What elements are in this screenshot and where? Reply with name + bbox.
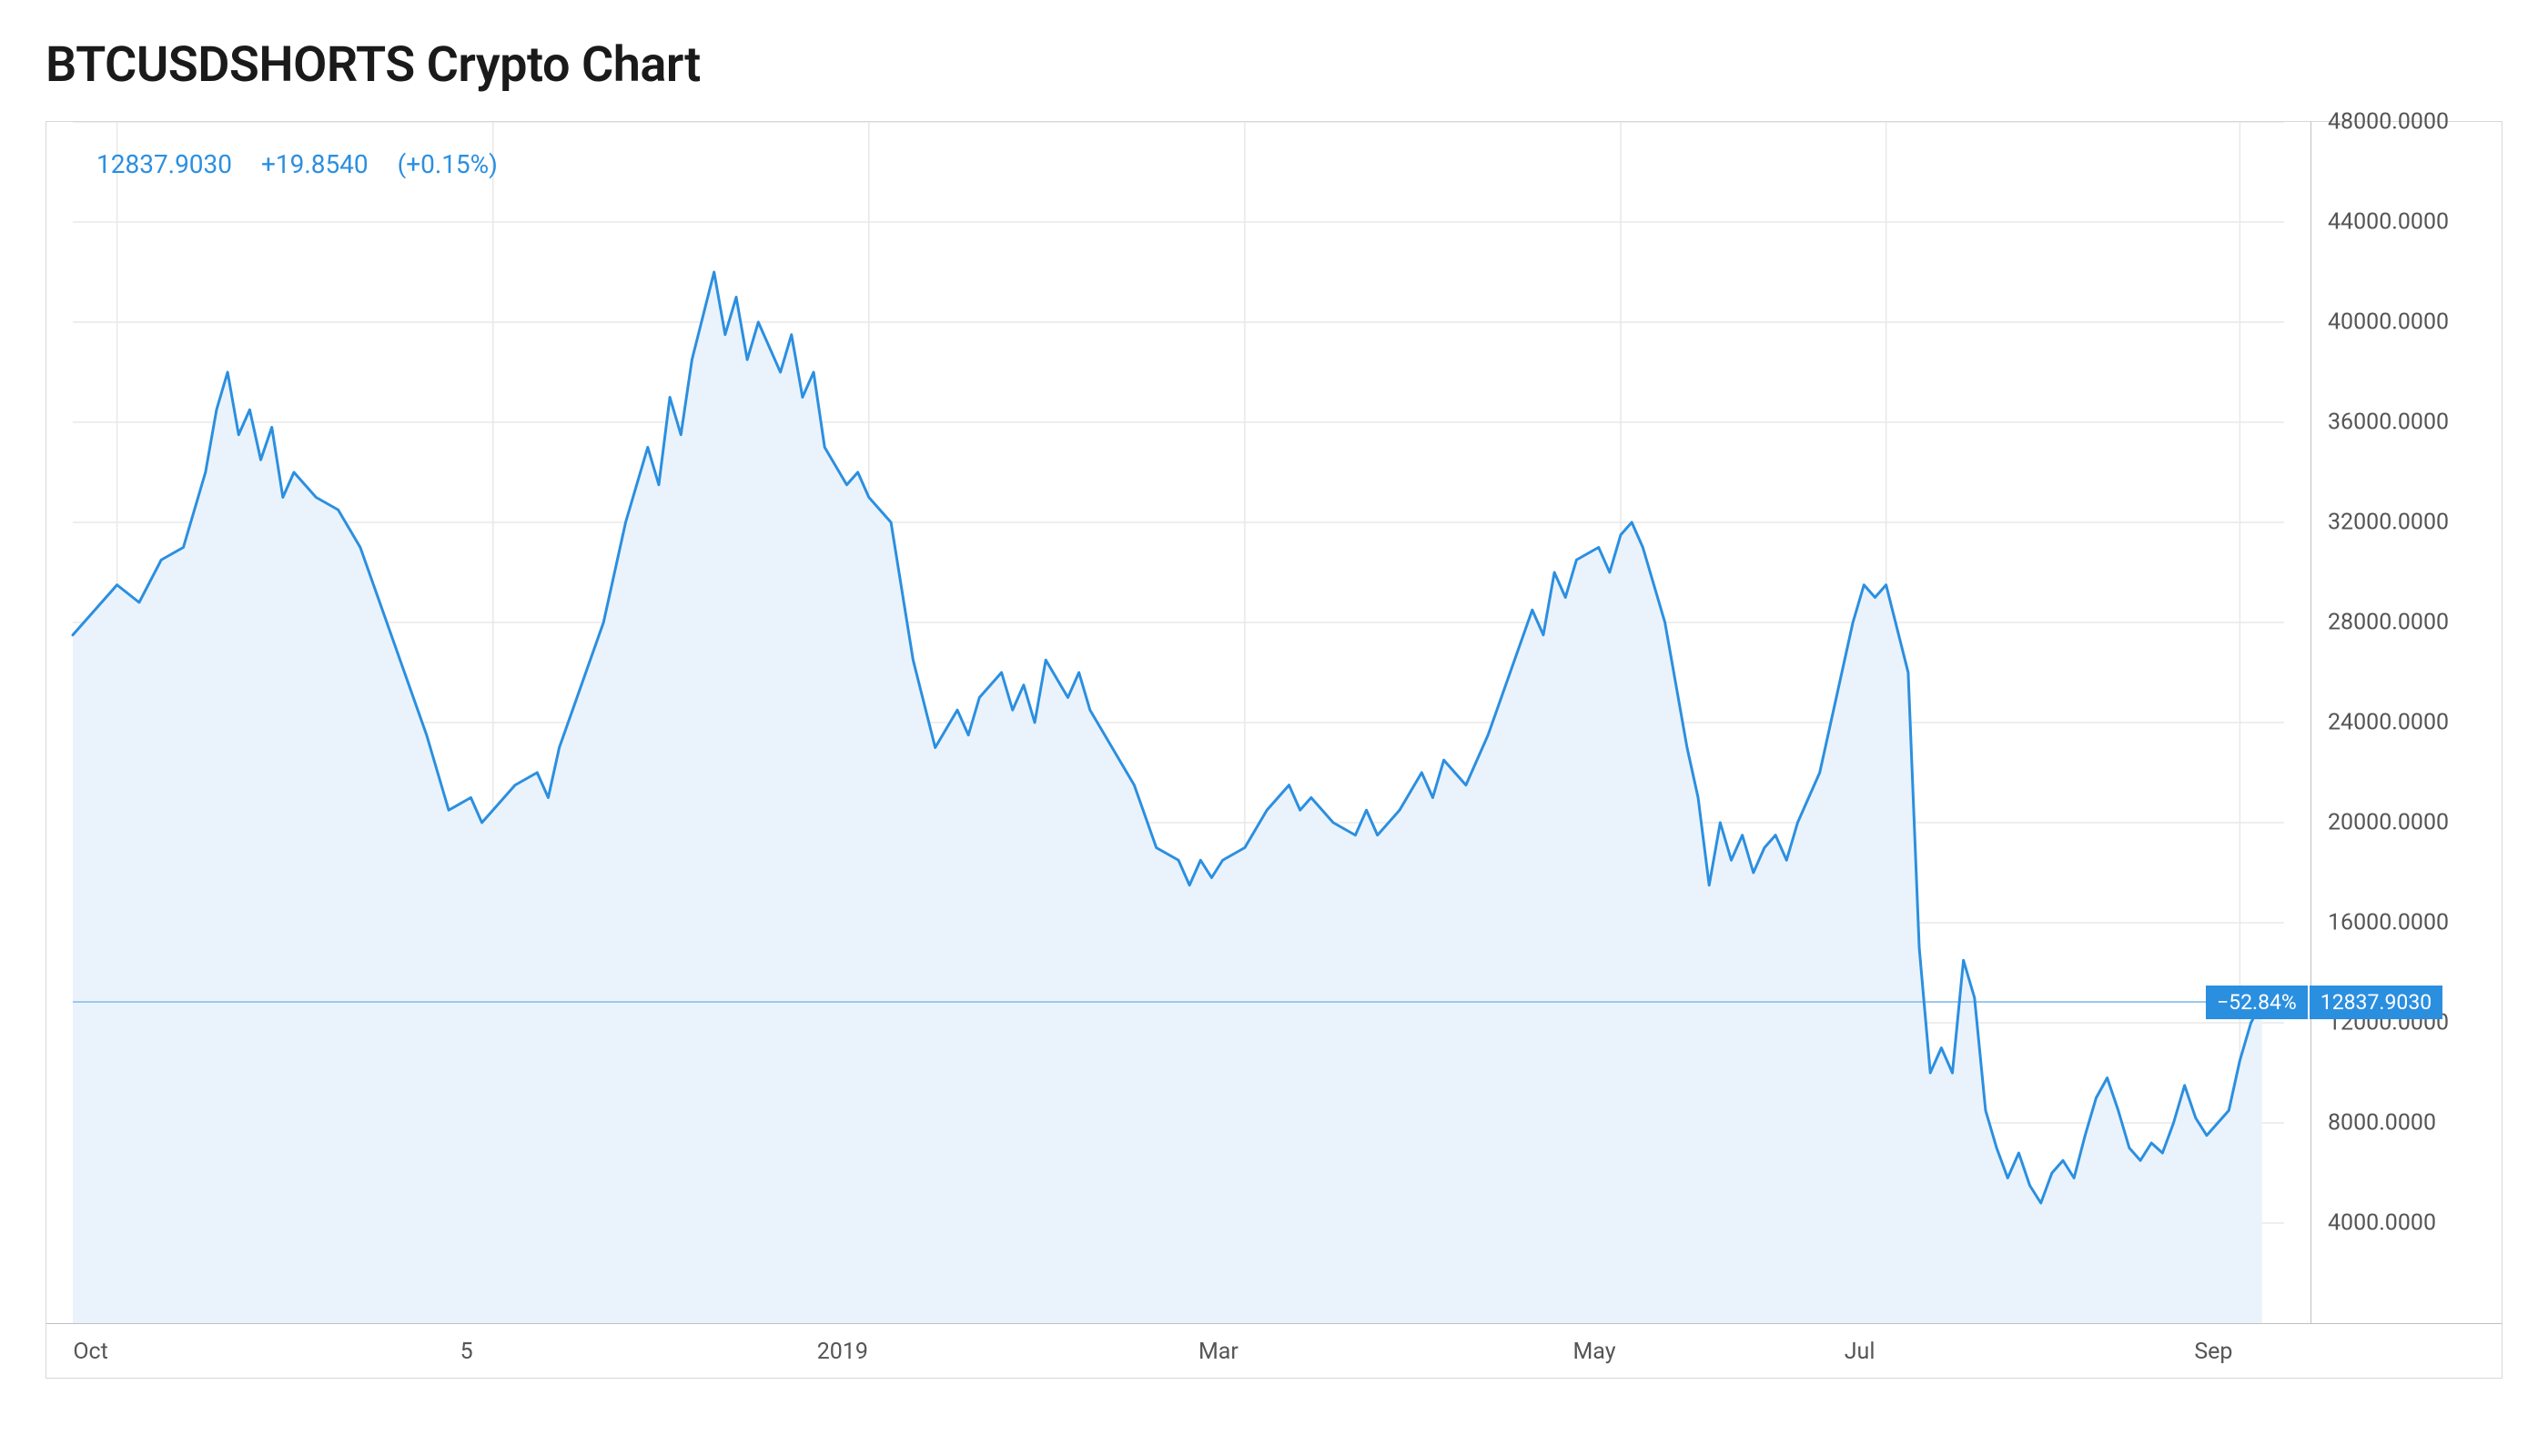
x-axis: Oct 5 2019 Mar May Jul Sep — [46, 1323, 2502, 1378]
xtick-label: Mar — [1198, 1339, 1239, 1365]
chart-container: 12837.9030 +19.8540 (+0.15%) 4000.0000 80… — [46, 121, 2502, 1379]
y-axis: 4000.00008000.000012000.000016000.000020… — [2310, 122, 2502, 1323]
xtick-label: May — [1572, 1339, 1615, 1365]
ytick-label: 40000.0000 — [2328, 309, 2449, 336]
ytick-label: 8000.0000 — [2328, 1110, 2436, 1137]
stat-value: 12837.9030 — [96, 149, 232, 179]
val-badge: 12837.9030 — [2310, 986, 2442, 1019]
xtick-label: Sep — [2194, 1339, 2232, 1365]
price-stats: 12837.9030 +19.8540 (+0.15%) — [96, 149, 521, 179]
pct-badge: −52.84% — [2206, 986, 2308, 1019]
ytick-label: 16000.0000 — [2328, 910, 2449, 936]
xtick-label: Jul — [1845, 1339, 1876, 1365]
ytick-label: 44000.0000 — [2328, 209, 2449, 236]
ytick-label: 4000.0000 — [2328, 1210, 2436, 1237]
ytick-label: 48000.0000 — [2328, 109, 2449, 136]
ytick-label: 32000.0000 — [2328, 510, 2449, 536]
xtick-label: Oct — [73, 1339, 107, 1365]
chart-title: BTCUSDSHORTS Crypto Chart — [46, 36, 2502, 94]
plot-region[interactable]: 12837.9030 +19.8540 (+0.15%) — [46, 122, 2310, 1323]
xtick-label: 5 — [460, 1339, 473, 1365]
ytick-label: 20000.0000 — [2328, 810, 2449, 836]
chart-svg[interactable] — [46, 122, 2310, 1323]
price-badge: −52.84% 12837.9030 — [2206, 986, 2442, 1019]
ytick-label: 24000.0000 — [2328, 710, 2449, 736]
ytick-label: 36000.0000 — [2328, 410, 2449, 436]
stat-change-abs: +19.8540 — [261, 149, 369, 179]
xtick-label: 2019 — [817, 1339, 868, 1365]
stat-change-pct: (+0.15%) — [398, 149, 498, 179]
ytick-label: 28000.0000 — [2328, 610, 2449, 636]
